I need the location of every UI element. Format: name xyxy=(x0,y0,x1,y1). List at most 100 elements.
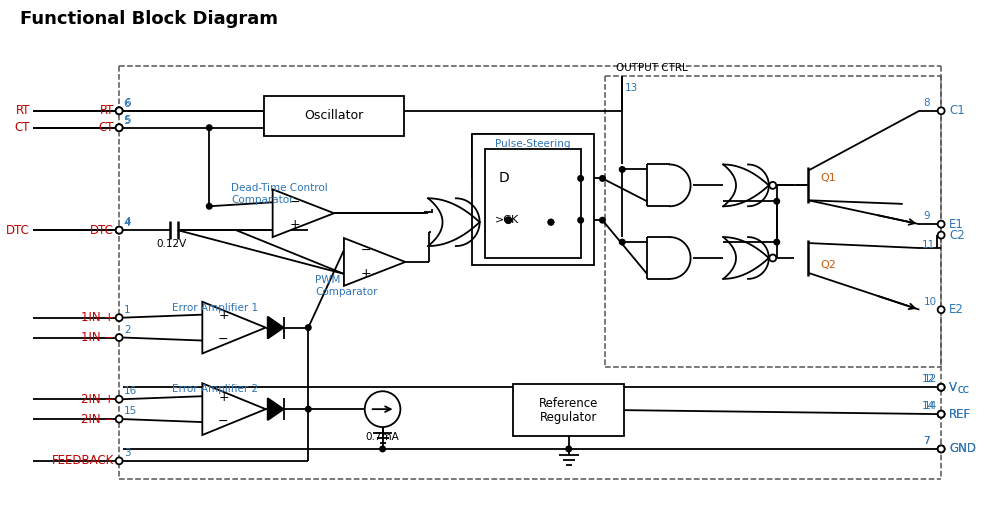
Text: RT: RT xyxy=(100,104,115,117)
Circle shape xyxy=(116,124,123,131)
Text: OUTPUT CTRL: OUTPUT CTRL xyxy=(616,63,688,73)
Bar xyxy=(485,149,580,258)
Circle shape xyxy=(548,219,553,225)
Circle shape xyxy=(116,395,123,403)
Text: Q2: Q2 xyxy=(821,260,836,270)
Circle shape xyxy=(206,125,212,130)
Bar xyxy=(264,96,405,136)
Polygon shape xyxy=(202,302,266,353)
Text: 12: 12 xyxy=(923,374,936,384)
Text: Comparator: Comparator xyxy=(231,195,293,205)
Text: CC: CC xyxy=(958,386,970,395)
Circle shape xyxy=(566,446,571,451)
Bar xyxy=(472,134,593,265)
Text: 1: 1 xyxy=(124,305,131,315)
Polygon shape xyxy=(272,189,334,237)
Text: Error Amplifier 1: Error Amplifier 1 xyxy=(171,303,258,313)
Text: 0.7mA: 0.7mA xyxy=(366,432,400,442)
Text: 2IN −: 2IN − xyxy=(81,413,115,426)
Text: Comparator: Comparator xyxy=(315,287,378,297)
Text: 16: 16 xyxy=(124,386,138,396)
Text: 7: 7 xyxy=(923,436,930,446)
Text: V: V xyxy=(949,381,957,394)
Text: 7: 7 xyxy=(923,436,930,446)
Circle shape xyxy=(599,176,605,181)
Circle shape xyxy=(116,107,123,114)
Text: E1: E1 xyxy=(949,218,964,231)
Circle shape xyxy=(206,204,212,209)
Polygon shape xyxy=(344,238,406,286)
Circle shape xyxy=(578,176,583,181)
Text: GND: GND xyxy=(949,442,976,456)
Text: CT: CT xyxy=(15,121,30,134)
Text: 2IN +: 2IN + xyxy=(81,393,115,406)
Text: 5: 5 xyxy=(123,116,130,126)
Circle shape xyxy=(305,406,311,412)
Text: CT: CT xyxy=(99,121,115,134)
Bar xyxy=(513,384,624,436)
Circle shape xyxy=(937,232,944,239)
Circle shape xyxy=(937,411,944,417)
Text: DTC: DTC xyxy=(6,223,30,237)
Text: Error Amplifier 2: Error Amplifier 2 xyxy=(171,384,258,394)
Text: >CK: >CK xyxy=(495,215,518,225)
Text: 11: 11 xyxy=(921,240,934,250)
Text: FEEDBACK: FEEDBACK xyxy=(52,455,115,467)
Circle shape xyxy=(116,227,123,234)
Circle shape xyxy=(116,416,123,422)
Circle shape xyxy=(937,384,944,391)
Text: −: − xyxy=(361,243,371,257)
Circle shape xyxy=(937,445,944,453)
Circle shape xyxy=(774,239,780,245)
Circle shape xyxy=(505,217,511,223)
Polygon shape xyxy=(267,317,283,338)
Text: E2: E2 xyxy=(949,303,964,316)
Text: 9: 9 xyxy=(923,211,930,221)
Text: 0.12V: 0.12V xyxy=(157,239,187,249)
Text: Functional Block Diagram: Functional Block Diagram xyxy=(20,10,278,29)
Text: +: + xyxy=(361,267,372,280)
Text: REF: REF xyxy=(949,408,971,420)
Text: 5: 5 xyxy=(124,115,131,125)
Polygon shape xyxy=(267,398,283,420)
Circle shape xyxy=(505,217,511,223)
Text: −: − xyxy=(218,415,228,428)
Text: 1IN +: 1IN + xyxy=(81,311,115,324)
Text: RT: RT xyxy=(16,104,30,117)
Text: 6: 6 xyxy=(123,99,130,109)
Circle shape xyxy=(116,458,123,464)
Text: Flip-Flop: Flip-Flop xyxy=(510,151,554,160)
Text: PWM: PWM xyxy=(315,275,341,285)
Text: DTC: DTC xyxy=(91,223,115,237)
Circle shape xyxy=(365,391,401,427)
Circle shape xyxy=(619,166,625,172)
Circle shape xyxy=(116,227,123,234)
Text: Reference: Reference xyxy=(539,397,598,410)
Circle shape xyxy=(116,124,123,131)
Text: REF: REF xyxy=(949,408,971,420)
Text: 10: 10 xyxy=(923,297,936,307)
Text: 14: 14 xyxy=(923,401,936,411)
Circle shape xyxy=(937,306,944,313)
Text: C2: C2 xyxy=(949,229,965,242)
Circle shape xyxy=(937,107,944,114)
Circle shape xyxy=(116,314,123,321)
Text: D: D xyxy=(498,172,509,185)
Text: 2: 2 xyxy=(124,325,131,334)
Text: V: V xyxy=(949,381,957,394)
Circle shape xyxy=(937,445,944,453)
Text: 4: 4 xyxy=(124,217,131,227)
Circle shape xyxy=(548,219,553,225)
Text: Pulse-Steering: Pulse-Steering xyxy=(495,138,570,149)
Circle shape xyxy=(770,182,777,189)
Text: GND: GND xyxy=(949,442,976,456)
Text: 1IN −: 1IN − xyxy=(81,331,115,344)
Text: +: + xyxy=(218,391,228,404)
Text: 13: 13 xyxy=(625,83,638,93)
Text: Q1: Q1 xyxy=(821,174,836,183)
Text: Dead-Time Control: Dead-Time Control xyxy=(231,183,328,193)
Circle shape xyxy=(770,254,777,262)
Text: −: − xyxy=(289,196,300,209)
Text: C1: C1 xyxy=(949,104,965,117)
Text: 3: 3 xyxy=(124,448,131,458)
